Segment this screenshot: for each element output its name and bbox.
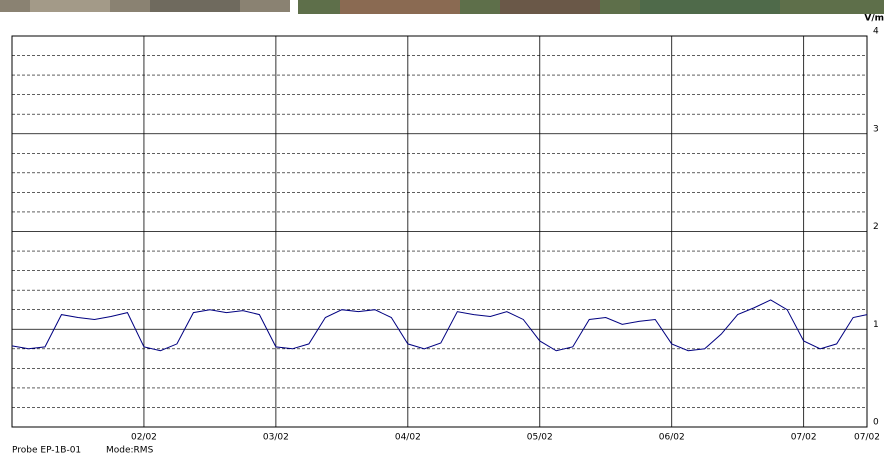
y-tick-label: 1	[873, 320, 879, 330]
data-line	[11, 299, 868, 352]
x-tick-label: 06/02	[659, 433, 685, 443]
x-tick-label: 05/02	[527, 433, 553, 443]
y-tick-label: 2	[873, 222, 879, 232]
probe-label: Probe EP-1B-01	[12, 446, 81, 456]
y-tick-label: 3	[873, 124, 879, 134]
y-tick-label: 4	[873, 27, 879, 37]
x-tick-label: 07/02	[791, 433, 817, 443]
y-axis-label: V/m	[864, 14, 884, 24]
x-tick-label: 07/02	[854, 433, 880, 443]
x-tick-label: 03/02	[263, 433, 289, 443]
aerial-strip	[0, 0, 884, 14]
mode-label: Mode:RMS	[106, 446, 154, 456]
x-tick-label: 04/02	[395, 433, 421, 443]
y-tick-label: 0	[873, 418, 879, 428]
x-tick-label: 02/02	[131, 433, 157, 443]
